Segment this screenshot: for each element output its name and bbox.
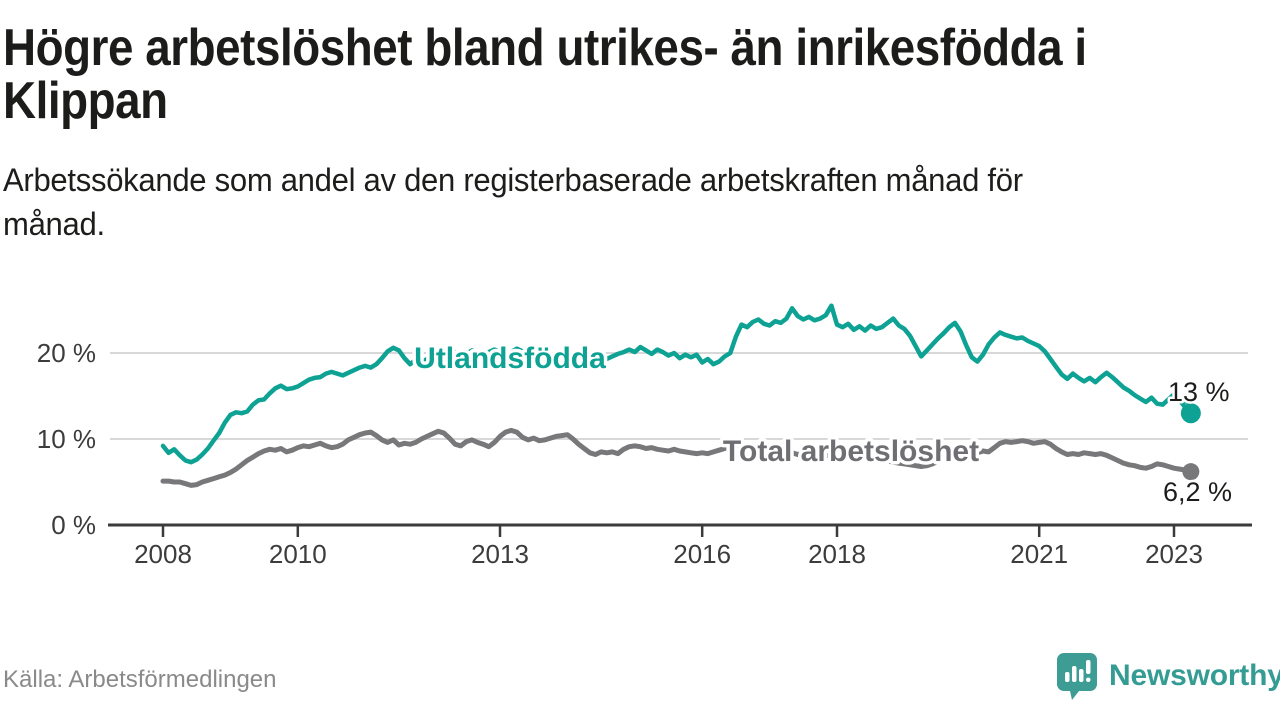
series-end-dots-group — [1180, 403, 1201, 481]
page-subtitle-line1: Arbetssökande som andel av den registerb… — [3, 162, 1023, 198]
end-value-label-utlandsfodda: 13 % — [1168, 377, 1230, 407]
brand-name: Newsworthy — [1109, 659, 1280, 692]
x-axis-tick-label-2023: 2023 — [1145, 539, 1203, 569]
x-axis-tick-label-2010: 2010 — [269, 539, 327, 569]
series-label-total-arbetsloshet: Total arbetslöshet — [723, 435, 979, 468]
series-end-dot-total-arbetsloshet — [1182, 463, 1200, 481]
page-title: Högre arbetslöshet bland utrikes- än inr… — [3, 22, 1087, 128]
x-axis-tick-label-2016: 2016 — [673, 539, 731, 569]
x-axis-tick-label-2021: 2021 — [1010, 539, 1068, 569]
series-lines-group — [160, 303, 1194, 488]
speech-bubble-shape — [1057, 653, 1097, 700]
x-axis-group: 2008 2010 2013 2016 2018 2021 2023 — [134, 526, 1203, 569]
gridlines-group — [108, 352, 1252, 527]
page-title-line1: Högre arbetslöshet bland utrikes- än inr… — [3, 19, 1087, 77]
page-subtitle-line2: månad. — [3, 206, 105, 242]
page-title-line2: Klippan — [3, 72, 168, 130]
source-caption: Källa: Arbetsförmedlingen — [3, 666, 277, 693]
x-axis-tick-label-2018: 2018 — [808, 539, 866, 569]
newsworthy-logo-icon — [1057, 653, 1097, 700]
y-axis-label-20pct: 20 % — [37, 338, 96, 368]
y-axis-labels-group: 0 % 10 % 20 % — [37, 338, 96, 540]
end-value-label-total: 6,2 % — [1163, 477, 1232, 507]
series-line-total-arbetsloshet — [160, 427, 1194, 488]
brand-lockup: Newsworthy — [1056, 652, 1280, 700]
series-label-utlandsfodda: Utlandsfödda — [414, 342, 606, 375]
x-axis-tick-label-2013: 2013 — [471, 539, 529, 569]
series-line-utlandsfodda — [160, 303, 1194, 465]
x-axis-tick-label-2008: 2008 — [134, 539, 192, 569]
page-subtitle: Arbetssökande som andel av den registerb… — [3, 158, 1023, 246]
y-axis-label-10pct: 10 % — [37, 424, 96, 454]
end-label-leader-line — [1175, 394, 1193, 409]
series-end-dot-utlandsfodda — [1180, 403, 1201, 424]
y-axis-label-0pct: 0 % — [51, 510, 96, 540]
